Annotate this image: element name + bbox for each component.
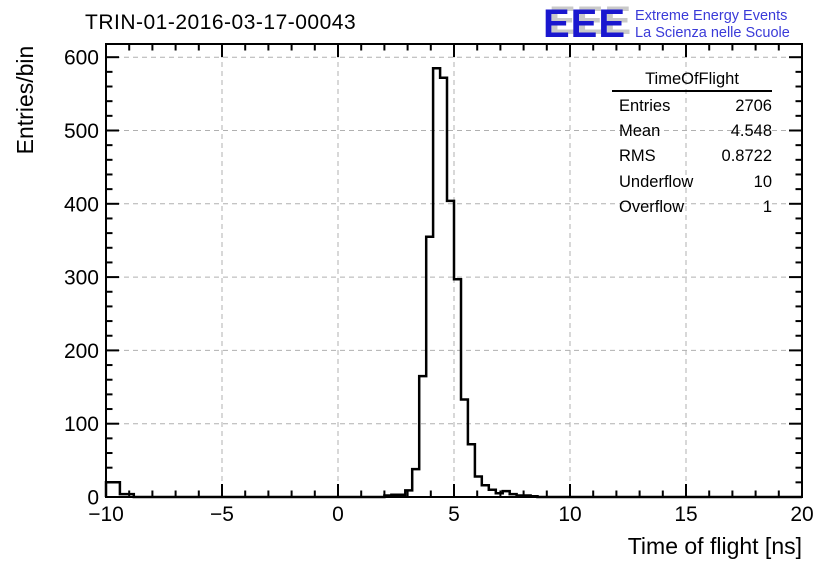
y-tick-label: 500 <box>64 120 99 143</box>
stats-label: Entries <box>619 97 671 115</box>
y-tick-label: 600 <box>64 47 99 70</box>
x-tick-label: 15 <box>674 503 697 526</box>
stats-box: TimeOfFlight Entries 2706 Mean 4.548 RMS… <box>612 69 772 220</box>
stats-label: Underflow <box>619 172 694 191</box>
eee-logo-tagline: Extreme Energy Events La Scienza nelle S… <box>635 8 790 41</box>
stats-value: 2706 <box>735 97 772 115</box>
x-tick-label: 5 <box>448 503 460 526</box>
stats-row-mean: Mean 4.548 <box>612 119 772 144</box>
x-tick-label: −10 <box>88 503 124 526</box>
stats-row-rms: RMS 0.8722 <box>612 144 772 169</box>
x-axis-title: Time of flight [ns] <box>627 533 802 559</box>
stats-row-overflow: Overflow 1 <box>612 195 772 220</box>
y-tick-label: 0 <box>87 487 99 510</box>
x-tick-label: 20 <box>790 503 813 526</box>
stats-label: Mean <box>619 122 661 141</box>
stats-row-underflow: Underflow 10 <box>612 170 772 195</box>
stats-box-title: TimeOfFlight <box>645 70 739 88</box>
stats-value: 0.8722 <box>721 147 772 166</box>
y-tick-label: 400 <box>64 193 99 216</box>
stats-box-rows: Entries 2706 Mean 4.548 RMS 0.8722 Under… <box>612 94 772 220</box>
stats-value: 4.548 <box>730 122 772 141</box>
stats-value: 10 <box>753 172 772 191</box>
chart-title: TRIN-01-2016-03-17-00043 <box>85 11 357 34</box>
stats-label: RMS <box>619 147 656 166</box>
eee-logo-tagline-line2: La Scienza nelle Scuole <box>635 24 790 41</box>
stats-value: 1 <box>762 197 772 216</box>
stats-box-divider <box>612 90 772 92</box>
y-axis-title: Entries/bin <box>12 45 38 155</box>
eee-logo-acronym: EEE <box>543 2 627 46</box>
y-tick-label: 100 <box>64 413 99 436</box>
gridlines <box>106 44 802 497</box>
y-tick-label: 300 <box>64 267 99 290</box>
x-tick-label: 0 <box>332 503 344 526</box>
x-tick-label: −5 <box>210 503 234 526</box>
axis-ticks <box>105 44 803 498</box>
stats-row-entries: Entries 2706 <box>612 94 772 119</box>
eee-logo-tagline-line1: Extreme Energy Events <box>635 8 788 24</box>
stats-label: Overflow <box>619 197 685 216</box>
x-tick-label: 10 <box>558 503 581 526</box>
eee-logo: EEE Extreme Energy Events La Scienza nel… <box>543 2 790 46</box>
y-tick-label: 200 <box>64 340 99 363</box>
